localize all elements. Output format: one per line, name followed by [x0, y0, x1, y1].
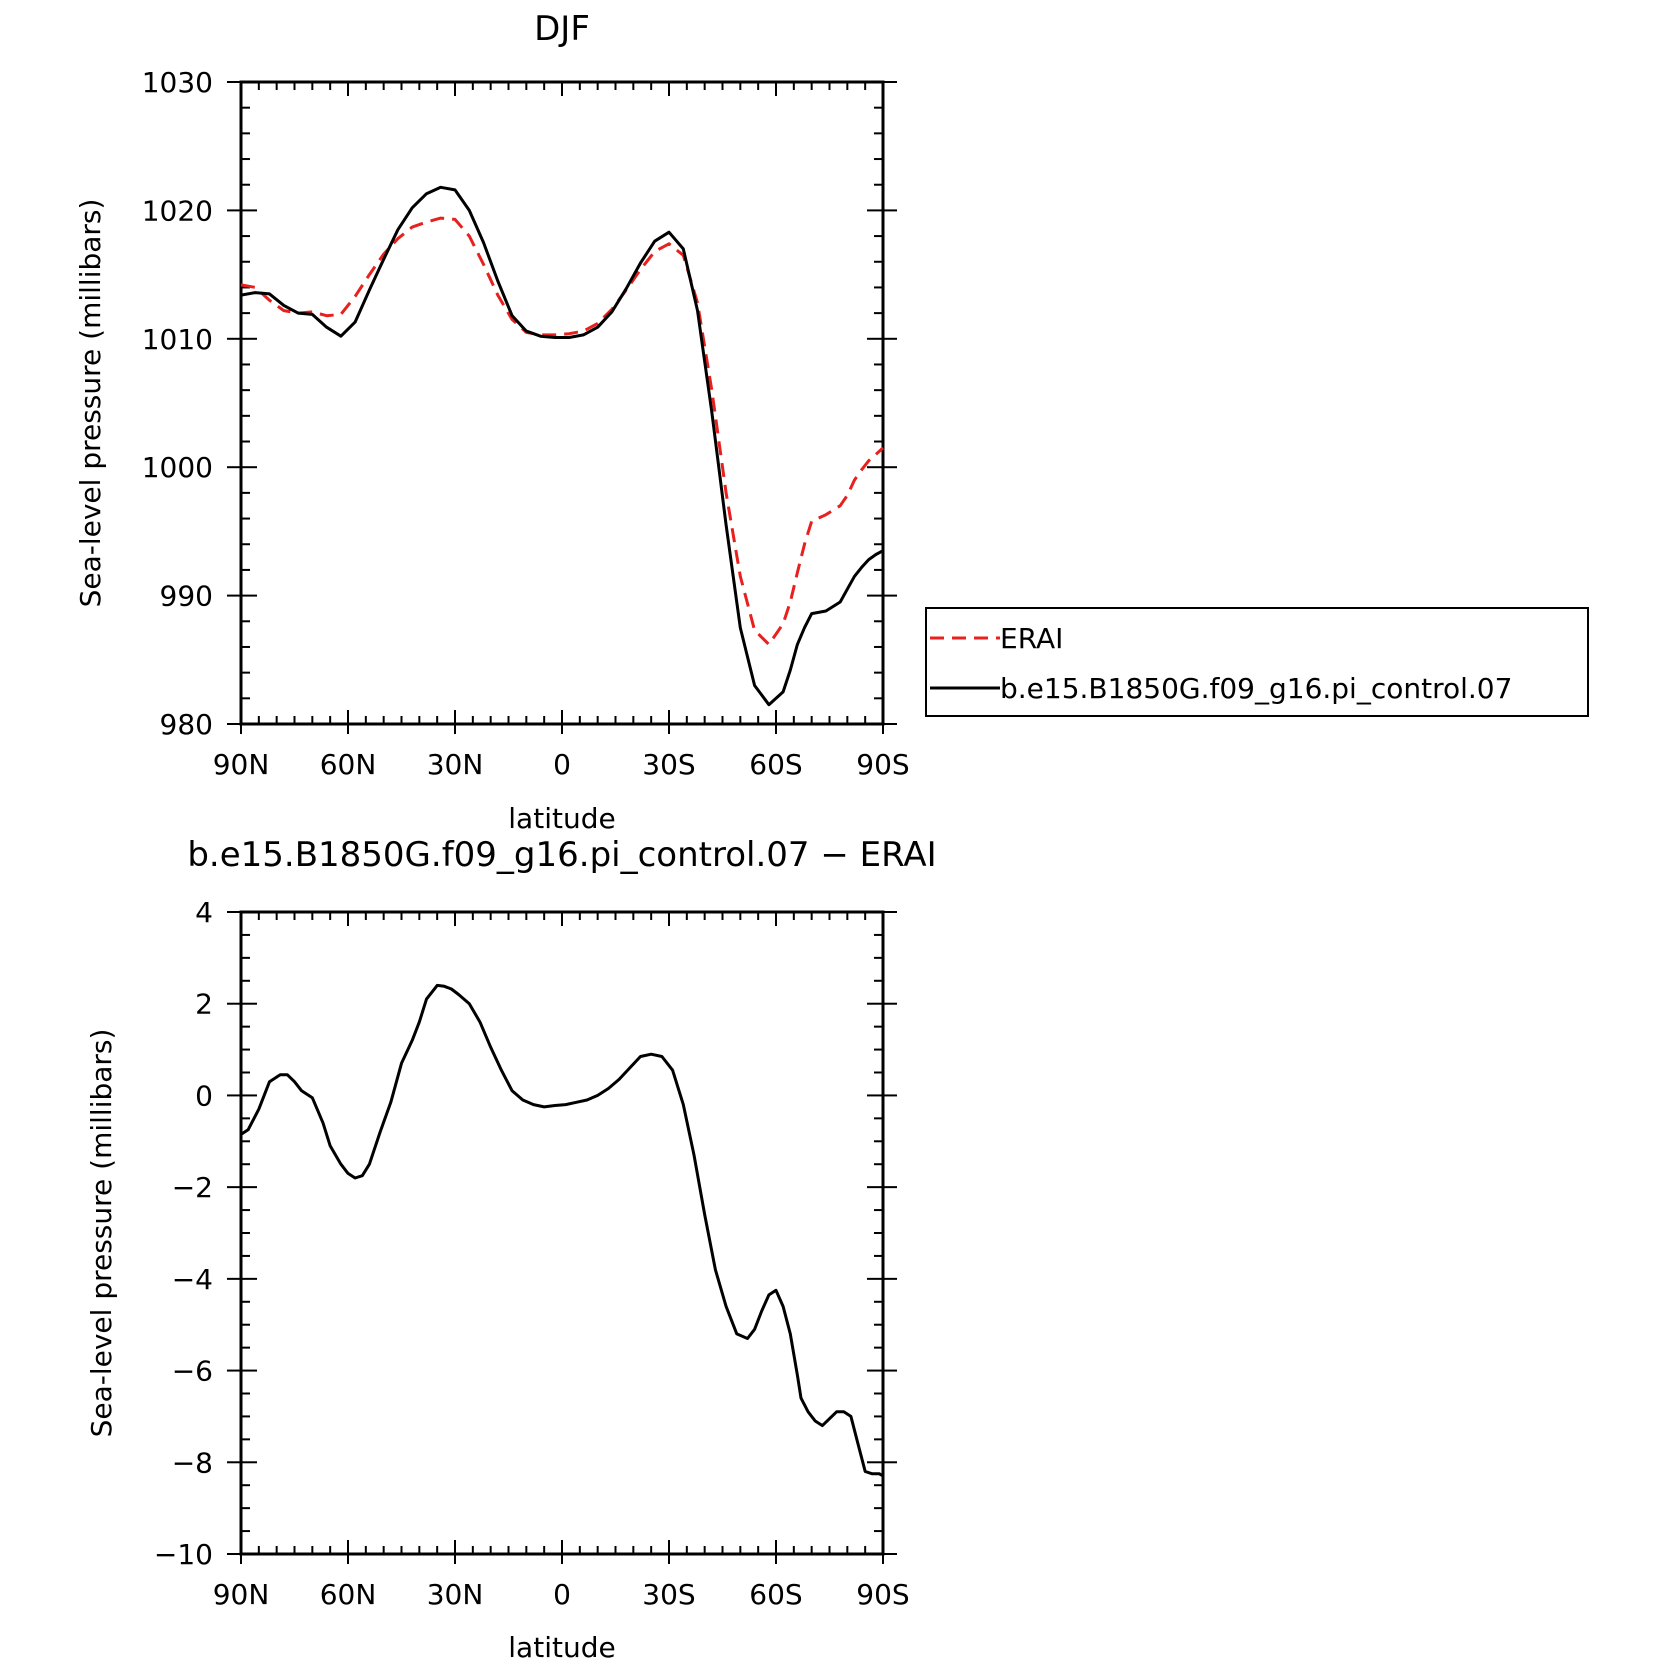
chart-title: b.e15.B1850G.f09_g16.pi_control.07 − ERA… [187, 835, 936, 875]
y-tick-label: 2 [195, 988, 213, 1021]
x-tick-label: 30S [642, 748, 695, 781]
legend: ERAI b.e15.B1850G.f09_g16.pi_control.07 [925, 607, 1589, 717]
x-tick-label: 30N [427, 1578, 484, 1611]
y-tick-label: −4 [172, 1263, 213, 1296]
y-tick-label: 980 [160, 708, 213, 741]
legend-label: ERAI [1000, 622, 1063, 655]
x-tick-label: 90S [856, 1578, 909, 1611]
x-tick-label: 30N [427, 748, 484, 781]
y-axis-label: Sea-level pressure (millibars) [85, 1029, 118, 1438]
y-tick-label: −2 [172, 1171, 213, 1204]
x-tick-label: 60N [320, 748, 377, 781]
plot-frame [239, 910, 885, 1556]
x-tick-label: 90N [213, 1578, 270, 1611]
y-tick-label: 4 [195, 896, 213, 929]
x-tick-label: 90N [213, 748, 270, 781]
y-tick-label: 1010 [142, 323, 213, 356]
legend-box [925, 607, 1589, 717]
x-axis-label: latitude [508, 1631, 615, 1663]
y-tick-label: −10 [154, 1538, 213, 1571]
legend-label: b.e15.B1850G.f09_g16.pi_control.07 [1000, 672, 1512, 705]
chart-title: DJF [534, 9, 590, 49]
y-tick-label: −8 [172, 1446, 213, 1479]
plot-frame [239, 80, 885, 726]
x-tick-label: 60N [320, 1578, 377, 1611]
series-line-difference [240, 983, 884, 1478]
x-tick-label: 60S [749, 1578, 802, 1611]
y-tick-label: 990 [160, 580, 213, 613]
x-tick-label: 30S [642, 1578, 695, 1611]
x-axis-label: latitude [508, 802, 615, 835]
y-tick-label: 1020 [142, 194, 213, 227]
x-tick-label: 90S [856, 748, 909, 781]
series-line-b-e15-b1850g-f09-g16-pi-control-07 [240, 185, 884, 707]
y-tick-label: 1030 [142, 66, 213, 99]
y-tick-label: 0 [195, 1079, 213, 1112]
x-tick-label: 60S [749, 748, 802, 781]
y-tick-label: −6 [172, 1355, 213, 1388]
series-line-erai [240, 216, 885, 646]
y-tick-label: 1000 [142, 451, 213, 484]
y-axis-label: Sea-level pressure (millibars) [74, 199, 107, 608]
x-tick-label: 0 [553, 1578, 571, 1611]
panel-djf: DJF 90N 60N 30N 0 30S 60S 90S 980 990 1000 1010 1020… [74, 9, 910, 835]
x-tick-label: 0 [553, 748, 571, 781]
panel-difference: b.e15.B1850G.f09_g16.pi_control.07 − ERA… [85, 835, 937, 1663]
